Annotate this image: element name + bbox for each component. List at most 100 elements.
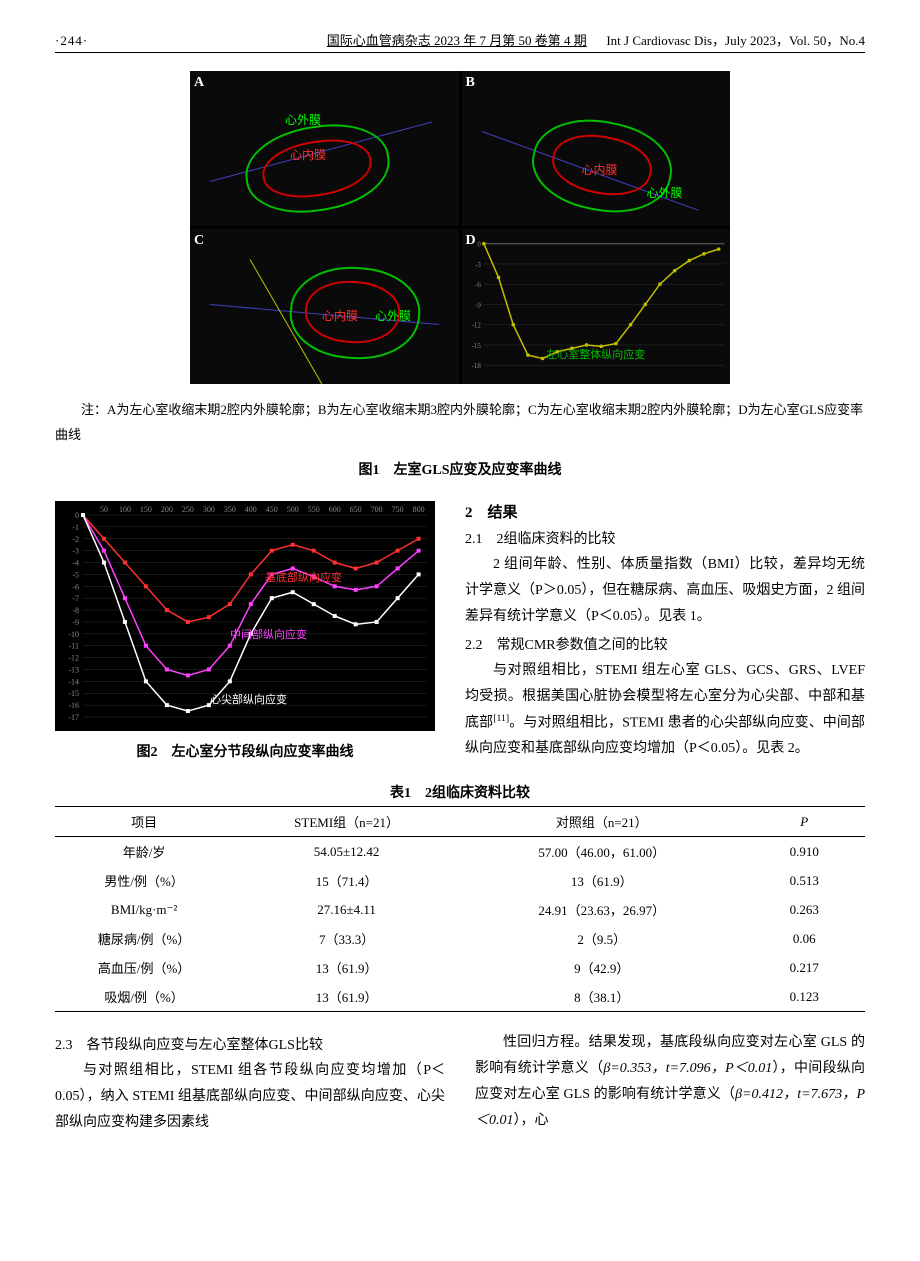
table-cell: 年龄/岁 [55,837,233,867]
svg-text:50: 50 [100,505,108,514]
svg-text:300: 300 [203,505,215,514]
svg-text:800: 800 [413,505,425,514]
svg-text:0: 0 [477,241,481,249]
label-epicardium: 心外膜 [375,307,411,324]
table-row: 吸烟/例（%）13（61.9）8（38.1）0.123 [55,982,865,1012]
svg-text:-8: -8 [72,606,79,615]
table-cell: BMI/kg·m⁻² [55,895,233,924]
svg-text:450: 450 [266,505,278,514]
citation-11: [11] [493,713,509,724]
stats-1: β=0.353，t=7.096，P＜0.01 [603,1061,772,1076]
table-row: BMI/kg·m⁻²27.16±4.1124.91（23.63，26.97）0.… [55,895,865,924]
svg-text:-6: -6 [475,281,481,289]
table-cell: 13（61.9） [233,953,460,982]
table-cell: 7（33.3） [233,924,460,953]
svg-text:-5: -5 [72,571,79,580]
table-cell: 57.00（46.00，61.00） [460,837,744,867]
svg-text:-7: -7 [72,595,79,604]
figure1-caption: 图1 左室GLS应变及应变率曲线 [55,459,865,479]
figure2-caption: 图2 左心室分节段纵向应变率曲线 [55,741,435,761]
series-label-mid: 中间部纵向应变 [230,626,307,642]
svg-text:550: 550 [308,505,320,514]
svg-text:600: 600 [329,505,341,514]
svg-text:500: 500 [287,505,299,514]
table-cell: 13（61.9） [233,982,460,1012]
svg-text:-9: -9 [72,618,79,627]
bottom-col-right: 性回归方程。结果发现，基底段纵向应变对左心室 GLS 的影响有统计学意义（β=0… [475,1030,865,1136]
two-column-region: 0-1-2-3-4-5-6-7-8-9-10-11-12-13-14-15-16… [55,501,865,762]
svg-text:400: 400 [245,505,257,514]
table-cell: 8（38.1） [460,982,744,1012]
journal-info: 国际心血管病杂志 2023 年 7 月第 50 卷第 4 期 Int J Car… [327,30,865,49]
table-cell: 糖尿病/例（%） [55,924,233,953]
svg-text:0: 0 [75,511,79,520]
panel-letter: C [194,233,204,249]
table-cell: 2（9.5） [460,924,744,953]
table1-header-row: 项目STEMI组（n=21）对照组（n=21）P [55,807,865,837]
svg-text:-3: -3 [475,261,481,269]
section-2-3-head: 2.3 各节段纵向应变与左心室整体GLS比较 [55,1034,445,1054]
svg-text:-9: -9 [475,301,481,309]
panel-letter: B [466,75,475,91]
svg-text:-12: -12 [68,654,79,663]
table1-col-header: 对照组（n=21） [460,807,744,837]
svg-text:-3: -3 [72,547,79,556]
label-epicardium: 心外膜 [285,111,321,128]
label-endocardium: 心内膜 [290,146,326,163]
svg-text:-4: -4 [72,559,79,568]
table-cell: 高血压/例（%） [55,953,233,982]
svg-text:650: 650 [350,505,362,514]
panel-letter: D [466,233,476,249]
para-text-b: 。与对照组相比，STEMI 患者的心尖部纵向应变、中间部纵向应变和基底部纵向应变… [465,715,865,756]
svg-text:-13: -13 [68,666,79,675]
table-cell: 54.05±12.42 [233,837,460,867]
figure1-panel-d: D 0-3-6-9-12-15-18 左心室整体纵向应变 [462,229,731,384]
svg-text:-14: -14 [68,678,79,687]
section-2-1-head: 2.1 2组临床资料的比较 [465,528,865,548]
table1-caption: 表1 2组临床资料比较 [55,782,865,802]
series-label-apical: 心尖部纵向应变 [210,691,287,707]
table-cell: 24.91（23.63，26.97） [460,895,744,924]
svg-text:-16: -16 [68,701,79,710]
table-row: 年龄/岁54.05±12.4257.00（46.00，61.00）0.910 [55,837,865,867]
table-row: 糖尿病/例（%）7（33.3）2（9.5）0.06 [55,924,865,953]
svg-text:-18: -18 [471,362,481,370]
column-left: 0-1-2-3-4-5-6-7-8-9-10-11-12-13-14-15-16… [55,501,435,762]
svg-text:-10: -10 [68,630,79,639]
svg-text:-2: -2 [72,535,79,544]
figure1-note: 注：A为左心室收缩末期2腔内外膜轮廓；B为左心室收缩末期3腔内外膜轮廓；C为左心… [55,398,865,447]
svg-text:-6: -6 [72,583,79,592]
table1-body: 年龄/岁54.05±12.4257.00（46.00，61.00）0.910男性… [55,837,865,1012]
section-2-head: 2 结果 [465,501,865,522]
gls-axis-label: 左心室整体纵向应变 [546,346,645,362]
svg-text:250: 250 [182,505,194,514]
table-cell: 13（61.9） [460,866,744,895]
section-2-3-left-para: 与对照组相比，STEMI 组各节段纵向应变均增加（P＜0.05），纳入 STEM… [55,1058,445,1136]
bottom-columns: 2.3 各节段纵向应变与左心室整体GLS比较 与对照组相比，STEMI 组各节段… [55,1030,865,1136]
svg-text:700: 700 [371,505,383,514]
table-cell: 27.16±4.11 [233,895,460,924]
figure1-panel-c: C 心外膜 心内膜 [190,229,459,384]
para-text: 2 组间年龄、性别、体质量指数（BMI）比较，差异均无统计学意义（P＞0.05）… [465,557,865,624]
table1: 项目STEMI组（n=21）对照组（n=21）P 年龄/岁54.05±12.42… [55,806,865,1012]
table-cell: 0.06 [743,924,865,953]
figure1-panel-a: A 心外膜 心内膜 [190,71,459,226]
panel-letter: A [194,75,204,91]
section-2-1-para: 2 组间年龄、性别、体质量指数（BMI）比较，差异均无统计学意义（P＞0.05）… [465,552,865,630]
label-endocardium: 心内膜 [582,161,618,178]
table-row: 高血压/例（%）13（61.9）9（42.9）0.217 [55,953,865,982]
table-cell: 0.123 [743,982,865,1012]
figure1-panel-b: B 心外膜 心内膜 [462,71,731,226]
table1-col-header: 项目 [55,807,233,837]
table1-col-header: STEMI组（n=21） [233,807,460,837]
page-number: ·244· [55,33,88,49]
journal-cn: 国际心血管病杂志 2023 年 7 月第 50 卷第 4 期 [327,33,587,48]
table-cell: 男性/例（%） [55,866,233,895]
series-label-basal: 基底部纵向应变 [265,569,342,585]
svg-text:100: 100 [119,505,131,514]
table-cell: 0.513 [743,866,865,895]
svg-text:-17: -17 [68,713,79,722]
svg-text:200: 200 [161,505,173,514]
table-cell: 0.217 [743,953,865,982]
table1-col-header: P [743,807,865,837]
